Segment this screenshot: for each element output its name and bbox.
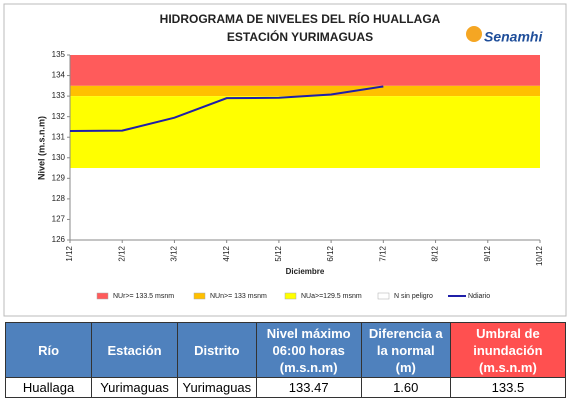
- y-tick-label: 131: [52, 132, 66, 141]
- y-tick-label: 126: [52, 235, 66, 244]
- header-cell: Estación: [91, 322, 178, 378]
- threshold-band: [70, 96, 540, 169]
- y-tick-label: 130: [52, 153, 66, 162]
- y-tick-label: 129: [52, 173, 66, 182]
- header-cell: Nivel máximo 06:00 horas (m.s.n.m): [255, 322, 362, 378]
- threshold-band: [70, 168, 540, 240]
- legend-swatch: [377, 292, 390, 300]
- header-cell: Diferencia a la normal (m): [360, 322, 451, 378]
- cell: 133.47: [255, 377, 362, 398]
- legend-label: NUn>= 133 msnm: [210, 293, 267, 300]
- logo: Senamhi: [484, 29, 543, 45]
- threshold-band: [70, 55, 540, 86]
- x-tick-label: 3/12: [170, 245, 179, 261]
- x-tick-label: 2/12: [117, 245, 126, 261]
- legend-swatch: [284, 292, 297, 300]
- legend-label: NUr>= 133.5 msnm: [113, 293, 174, 300]
- header-cell: Distrito: [177, 322, 257, 378]
- chart-subtitle: ESTACIÓN YURIMAGUAS: [227, 29, 373, 44]
- legend-swatch: [96, 292, 109, 300]
- legend-swatch: [193, 292, 206, 300]
- x-tick-label: 9/12: [483, 245, 492, 261]
- x-tick-label: 8/12: [431, 245, 440, 261]
- x-tick-label: 5/12: [274, 245, 283, 261]
- y-axis-label: Nivel (m.s.n.m): [36, 116, 46, 180]
- x-axis-label: Diciembre: [286, 267, 325, 276]
- y-tick-label: 134: [52, 71, 66, 80]
- y-tick-label: 132: [52, 112, 66, 121]
- x-tick-label: 1/12: [65, 245, 74, 261]
- logo-icon: [466, 26, 482, 42]
- y-tick-label: 128: [52, 194, 66, 203]
- table-header: Río Estación Distrito Nivel máximo 06:00…: [4, 322, 567, 378]
- y-tick-label: 127: [52, 215, 66, 224]
- threshold-band: [70, 85, 540, 97]
- legend-label: NUa>=129.5 msnm: [301, 293, 362, 300]
- x-tick-label: 10/12: [535, 245, 544, 266]
- cell: Yurimaguas: [177, 377, 257, 398]
- cell: 1.60: [360, 377, 451, 398]
- y-tick-label: 133: [52, 91, 66, 100]
- x-tick-label: 4/12: [222, 245, 231, 261]
- cell: 133.5: [449, 377, 567, 398]
- chart-title: HIDROGRAMA DE NIVELES DEL RÍO HUALLAGA: [160, 11, 441, 26]
- header-cell: Umbral de inundación (m.s.n.m): [449, 322, 567, 378]
- chart: HIDROGRAMA DE NIVELES DEL RÍO HUALLAGA E…: [3, 3, 567, 317]
- y-tick-label: 135: [52, 50, 66, 59]
- legend-label: Ndiario: [468, 293, 490, 300]
- x-tick-label: 7/12: [378, 245, 387, 261]
- table-row: Huallaga Yurimaguas Yurimaguas 133.47 1.…: [4, 377, 567, 398]
- cell: Yurimaguas: [91, 377, 178, 398]
- cell: Huallaga: [4, 377, 93, 398]
- series-line: [69, 85, 384, 133]
- data-table: Río Estación Distrito Nivel máximo 06:00…: [4, 322, 567, 398]
- x-tick-label: 6/12: [326, 245, 335, 261]
- legend-label: N sin peligro: [394, 293, 433, 300]
- header-cell: Río: [4, 322, 93, 378]
